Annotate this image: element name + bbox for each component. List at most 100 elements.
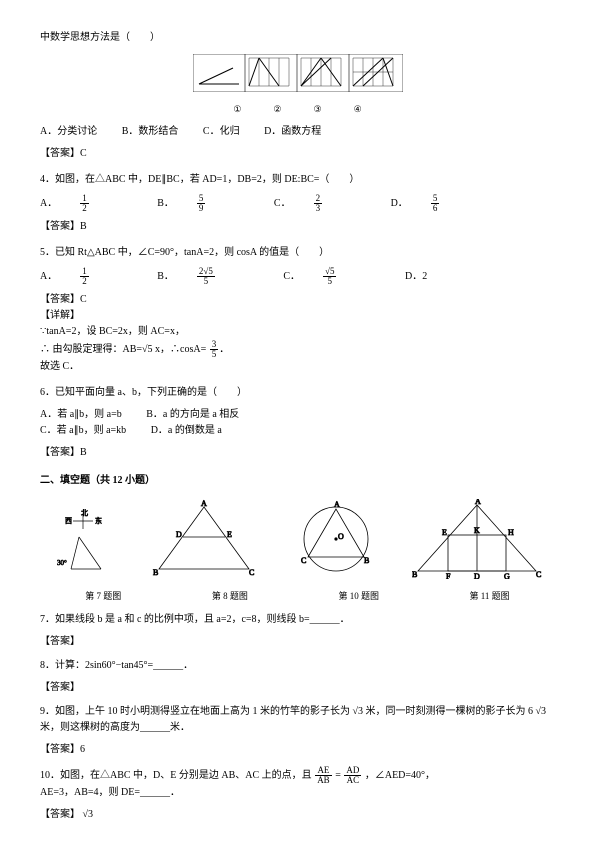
q9-l3: 米，则这棵树的高度为______米．: [40, 722, 190, 733]
q5-choices: A．12 B．2√55 C．√55 D．2: [40, 267, 555, 286]
q10-l1: 10．如图，在△ABC 中，D、E 分别是边 AB、AC 上的点，且: [40, 770, 312, 781]
geom-captions: 第 7 题图 第 8 题图 第 10 题图 第 11 题图: [40, 589, 555, 603]
den: AC: [344, 776, 361, 785]
q4-a-label: A．: [40, 198, 57, 209]
svg-text:O: O: [338, 532, 344, 541]
q6-choice-c: C．若 a∥b，则 a=kb: [40, 425, 126, 436]
q7-stem: 7．如果线段 b 是 a 和 c 的比例中项，且 a=2，c=8，则线段 b=_…: [40, 612, 555, 628]
svg-text:B: B: [364, 556, 369, 565]
q6-choices: A．若 a∥b，则 a=b B．a 的方向是 a 相反 C．若 a∥b，则 a=…: [40, 407, 555, 439]
q8-answer: 【答案】: [40, 680, 555, 696]
cap-8: 第 8 题图: [212, 589, 248, 603]
svg-text:C: C: [536, 570, 541, 579]
den: 2: [80, 277, 89, 286]
q10-answer-label: 【答案】: [40, 809, 80, 820]
q3-choice-b: B．数形结合: [122, 126, 179, 137]
frac-icon: 59: [197, 194, 228, 213]
den: 6: [431, 204, 440, 213]
q5-choice-b: B．2√55: [157, 271, 259, 282]
svg-text:G: G: [504, 572, 510, 579]
q10-l3: AE=3，AB=4，则 DE=______．: [40, 787, 180, 798]
svg-text:东: 东: [95, 516, 102, 525]
svg-text:A: A: [334, 500, 340, 509]
frac-icon: AEAB: [315, 766, 332, 785]
svg-text:A: A: [201, 499, 207, 508]
q4-choice-c: C．23: [274, 198, 366, 209]
grid-figures-svg: [193, 54, 403, 92]
q3-choice-c: C．化归: [203, 126, 240, 137]
den: 9: [197, 204, 206, 213]
q4-c-label: C．: [274, 198, 291, 209]
q3-choices: A．分类讨论 B．数形结合 C．化归 D．函数方程: [40, 124, 555, 140]
frac-icon: 56: [431, 194, 462, 213]
q3-choice-a: A．分类讨论: [40, 126, 97, 137]
frac-icon: 12: [80, 194, 111, 213]
frac-icon: 35: [210, 340, 219, 359]
q4-choice-b: B．59: [157, 198, 249, 209]
q6-choice-a: A．若 a∥b，则 a=b: [40, 409, 122, 420]
svg-text:D: D: [474, 572, 480, 579]
q5-explain-l3: 故选 C．: [40, 359, 555, 375]
svg-text:B: B: [412, 570, 417, 579]
q4-answer: 【答案】B: [40, 219, 555, 235]
q10-l2: ，∠AED=40°，: [365, 770, 435, 781]
q5-a-label: A．: [40, 271, 57, 282]
svg-text:B: B: [153, 568, 158, 577]
den: 5: [323, 277, 336, 286]
q3-answer: 【答案】C: [40, 146, 555, 162]
q5-answer: 【答案】C: [40, 292, 555, 308]
q9-l2: 米，同一时刻测得一棵树的影子长为 6: [366, 706, 534, 717]
q6-answer: 【答案】B: [40, 445, 555, 461]
q8-stem: 8．计算：2sin60°−tan45°=______．: [40, 658, 555, 674]
cap-10: 第 10 题图: [338, 589, 379, 603]
svg-text:30°: 30°: [57, 559, 67, 567]
q5-explain-label: 【详解】: [40, 308, 555, 324]
q9-l1: 9．如图，上午 10 时小明测得竖立在地面上高为 1 米的竹竿的影子长为: [40, 706, 350, 717]
svg-text:A: A: [475, 499, 481, 506]
q5-explain-l2-text: ∴ 由勾股定理得：AB=√5 x，∴cosA=: [40, 344, 206, 355]
svg-text:D: D: [176, 530, 182, 539]
svg-text:E: E: [227, 530, 232, 539]
q5-choice-a: A．12: [40, 271, 133, 282]
geometry-figures-row: 北 东 西 30° A D E B C A O C B: [40, 499, 555, 579]
q6-stem: 6．已知平面向量 a、b，下列正确的是（ ）: [40, 385, 555, 401]
frac-icon: 23: [314, 194, 345, 213]
q7-answer: 【答案】: [40, 634, 555, 650]
svg-text:西: 西: [65, 517, 72, 525]
sqrt-icon: √3: [83, 809, 94, 820]
q4-choice-d: D．56: [391, 198, 484, 209]
q3-choice-d: D．函数方程: [264, 126, 321, 137]
q5-b-label: B．: [157, 271, 174, 282]
q4-b-label: B．: [157, 198, 174, 209]
den: 5: [210, 350, 219, 359]
cap-11: 第 11 题图: [470, 589, 510, 603]
q5-c-label: C．: [283, 271, 300, 282]
fig-triangle-de: A D E B C: [149, 499, 259, 579]
section-fill-header: 二、填空题（共 12 小题）: [40, 473, 555, 489]
q5-stem: 5．已知 Rt△ABC 中，∠C=90°，tanA=2，则 cosA 的值是（ …: [40, 245, 555, 261]
q6-choice-b: B．a 的方向是 a 相反: [146, 409, 239, 420]
den: AB: [315, 776, 332, 785]
fig-triangle-square: A E K H B F D G C: [412, 499, 542, 579]
q9: 9．如图，上午 10 时小明测得竖立在地面上高为 1 米的竹竿的影子长为 √3 …: [40, 704, 555, 736]
q5-explain-l1: ∵tanA=2，设 BC=2x，则 AC=x，: [40, 324, 555, 340]
den: 2: [80, 204, 89, 213]
frac-icon: ADAC: [344, 766, 361, 785]
q6-choice-d: D．a 的倒数是 a: [151, 425, 222, 436]
q3-figure-labels: ① ② ③ ④: [40, 102, 555, 116]
q5-choice-d: D．2: [405, 271, 427, 282]
frac-icon: 12: [80, 267, 111, 286]
svg-text:E: E: [442, 528, 447, 537]
q4-d-label: D．: [391, 198, 408, 209]
svg-text:北: 北: [81, 509, 88, 517]
q9-answer: 【答案】6: [40, 742, 555, 758]
q10-answer: 【答案】 √3: [40, 807, 555, 823]
q4-stem: 4．如图，在△ABC 中，DE∥BC，若 AD=1，DB=2，则 DE:BC=（…: [40, 172, 555, 188]
svg-text:H: H: [508, 528, 514, 537]
fig-circle-triangle: A O C B: [286, 499, 386, 579]
svg-text:F: F: [446, 572, 451, 579]
cap-7: 第 7 题图: [85, 589, 121, 603]
q5-choice-c: C．√55: [283, 271, 380, 282]
q5-explain-l2: ∴ 由勾股定理得：AB=√5 x，∴cosA= 35．: [40, 340, 555, 359]
svg-text:C: C: [301, 556, 306, 565]
